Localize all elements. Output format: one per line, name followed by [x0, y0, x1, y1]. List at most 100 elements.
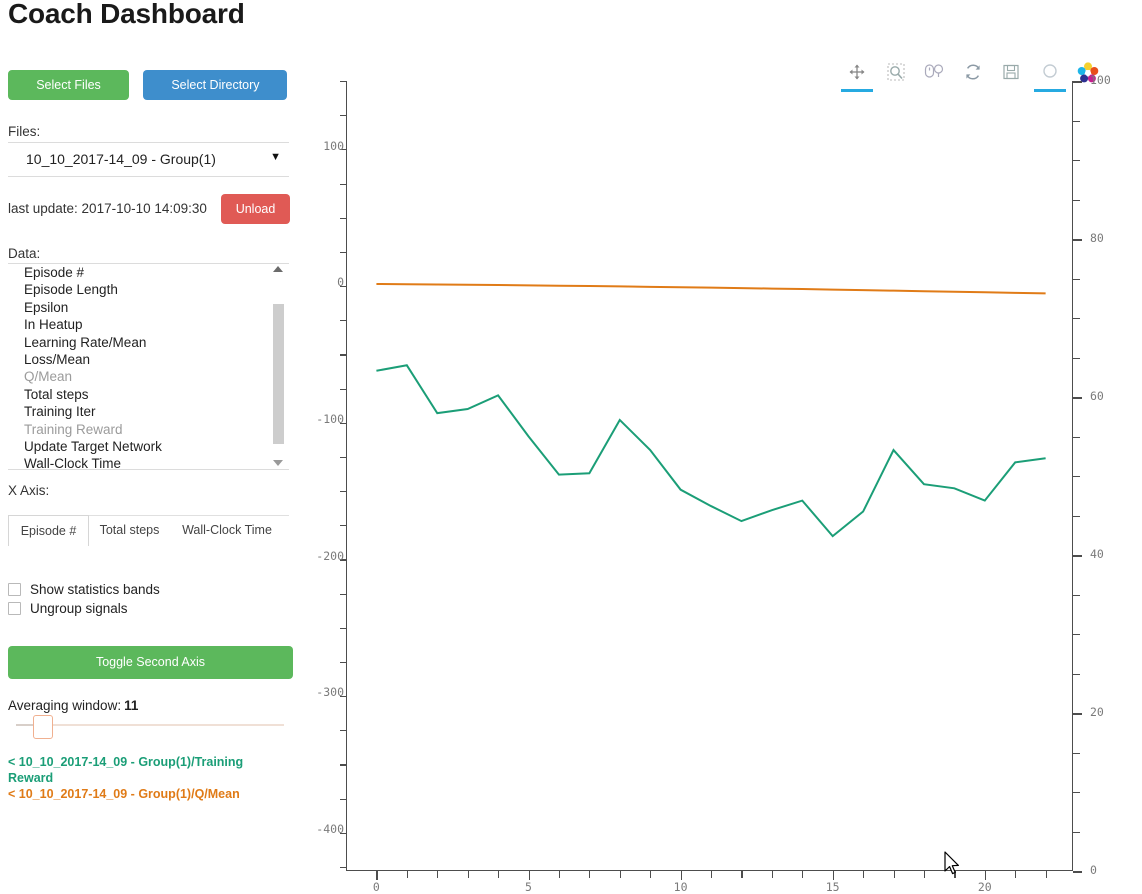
y-tick-left	[340, 832, 347, 834]
scroll-up-arrow-icon[interactable]	[273, 266, 283, 272]
plot-toolbar	[835, 60, 1100, 94]
averaging-window-slider[interactable]	[8, 715, 288, 739]
y-tick-left	[340, 286, 347, 288]
x-tick-label: 10	[673, 880, 688, 894]
data-list-item[interactable]: In Heatup	[24, 317, 83, 333]
legend-item-training-reward[interactable]: < 10_10_2017-14_09 - Group(1)/Training R…	[8, 755, 244, 785]
x-axis-tab[interactable]: Episode #	[8, 515, 89, 546]
series-line	[376, 364, 1046, 538]
y-tick-label-right: 0	[1090, 863, 1097, 877]
x-tick	[589, 871, 591, 878]
select-directory-button[interactable]: Select Directory	[143, 70, 288, 100]
save-tool[interactable]	[999, 60, 1023, 88]
x-tick	[406, 871, 408, 878]
data-signal-list[interactable]: Episode # Episode Length Epsilon In Heatup L…	[8, 263, 289, 470]
wheel-zoom-tool[interactable]	[922, 60, 946, 88]
show-statistics-bands-row[interactable]: Show statistics bands	[8, 581, 160, 597]
ungroup-signals-checkbox[interactable]	[8, 601, 21, 615]
select-files-button[interactable]: Select Files	[8, 70, 129, 100]
y-tick-left	[340, 798, 347, 800]
averaging-window-text: Averaging window:	[8, 698, 122, 713]
box-zoom-tool[interactable]	[884, 60, 908, 88]
file-buttons-row: Select Files Select Directory	[8, 70, 298, 100]
x-tick	[711, 871, 713, 878]
series-line	[376, 282, 1046, 295]
pan-tool-active-underline	[841, 89, 874, 92]
data-list-item[interactable]: Episode Length	[24, 282, 118, 298]
toggle-second-axis-button[interactable]: Toggle Second Axis	[8, 646, 293, 679]
y-tick-left	[340, 730, 347, 732]
y-tick-right	[1073, 318, 1080, 320]
slider-handle[interactable]	[33, 715, 53, 739]
unload-button[interactable]: Unload	[221, 194, 290, 224]
y-tick-label-right: 60	[1090, 389, 1104, 403]
data-list-scrollbar[interactable]	[271, 266, 285, 466]
x-tick	[376, 871, 378, 880]
hover-tool-active-underline	[1033, 89, 1066, 92]
x-tick	[802, 871, 804, 878]
data-label: Data:	[8, 246, 41, 261]
mouse-cursor-icon	[944, 851, 959, 875]
data-list-item[interactable]: Training Iter	[24, 404, 96, 420]
slider-track	[16, 724, 284, 726]
y-tick-right	[1073, 120, 1080, 122]
averaging-window-value: 11	[124, 698, 139, 713]
y-tick-right	[1073, 81, 1082, 83]
bokeh-logo[interactable]	[1076, 60, 1100, 88]
y-tick-right	[1073, 713, 1082, 715]
show-statistics-bands-checkbox[interactable]	[8, 582, 21, 596]
y-tick-right	[1073, 357, 1080, 359]
y-axis-left-line	[346, 81, 348, 871]
x-tick	[923, 871, 926, 878]
y-tick-left	[340, 115, 347, 117]
plot-canvas[interactable]: 100 0 -100 -200 -300 -400 100 80 60 40 20 0 0 5 10 15 20	[300, 73, 1142, 894]
data-list-item[interactable]: Learning Rate/Mean	[24, 334, 147, 350]
x-axis-line	[346, 870, 1073, 872]
y-tick-right	[1073, 871, 1082, 873]
data-list-item[interactable]: Epsilon	[24, 299, 69, 315]
y-tick-label-left: -400	[316, 822, 344, 836]
scroll-down-arrow-icon[interactable]	[273, 460, 283, 466]
x-axis-tab[interactable]: Total steps	[99, 523, 160, 537]
y-tick-right	[1073, 160, 1080, 162]
reset-tool[interactable]	[961, 60, 985, 88]
x-tick-label: 15	[825, 880, 840, 894]
x-tick-label: 5	[525, 880, 532, 894]
files-select[interactable]: 10_10_2017-14_09 - Group(1) ▼	[8, 142, 289, 177]
data-list-item[interactable]: Total steps	[24, 386, 89, 402]
x-tick-label: 0	[372, 880, 380, 894]
data-list-item[interactable]: Training Reward	[24, 421, 123, 437]
x-tick	[650, 871, 652, 878]
data-list-item[interactable]: Wall-Clock Time	[24, 456, 122, 470]
scrollbar-thumb[interactable]	[273, 304, 284, 444]
y-tick-right	[1073, 515, 1080, 517]
x-tick	[528, 871, 531, 880]
y-tick-label-right: 100	[1090, 73, 1111, 87]
x-tick	[771, 871, 774, 878]
files-select-value: 10_10_2017-14_09 - Group(1)	[26, 151, 216, 167]
y-tick-left	[340, 251, 347, 253]
x-tick	[437, 871, 439, 878]
data-list-item[interactable]: Loss/Mean	[24, 351, 91, 367]
ungroup-signals-row[interactable]: Ungroup signals	[8, 600, 128, 616]
x-axis-label: X Axis:	[8, 483, 50, 498]
x-tick	[832, 871, 835, 880]
series-lines	[376, 282, 1046, 538]
data-list-item[interactable]: Q/Mean	[24, 369, 73, 385]
y-tick-left	[340, 354, 347, 356]
x-tick	[680, 871, 683, 880]
x-axis-tab[interactable]: Wall-Clock Time	[182, 523, 272, 537]
legend-item-q-mean[interactable]: < 10_10_2017-14_09 - Group(1)/Q/Mean	[8, 787, 240, 801]
x-tick-label: 20	[977, 880, 992, 894]
y-tick-right	[1073, 476, 1080, 478]
chevron-down-icon: ▼	[270, 151, 281, 163]
data-list-item[interactable]: Update Target Network	[24, 438, 162, 454]
y-tick-left	[340, 559, 347, 561]
x-tick	[619, 871, 621, 878]
x-tick	[558, 871, 561, 878]
y-tick-label-left: -200	[316, 548, 344, 563]
data-list-item[interactable]: Episode #	[24, 265, 85, 280]
pan-tool[interactable]	[841, 60, 874, 92]
page-title: Coach Dashboard	[8, 0, 245, 29]
hover-tool[interactable]	[1033, 60, 1066, 92]
